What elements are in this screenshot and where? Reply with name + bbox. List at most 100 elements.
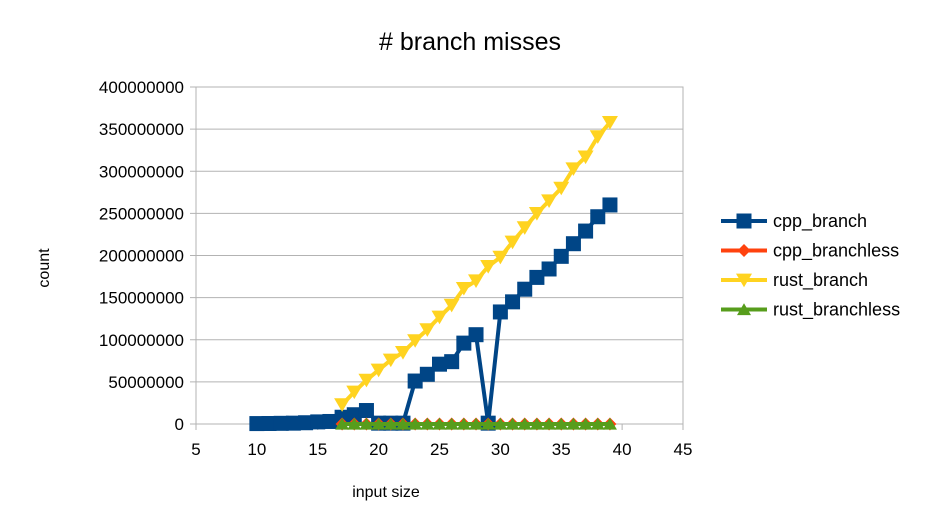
data-point — [395, 417, 410, 430]
y-tick-label: 350000000 — [99, 120, 184, 139]
data-point — [273, 415, 289, 431]
data-point — [358, 403, 374, 419]
data-point — [528, 206, 545, 221]
grid — [195, 86, 684, 425]
data-point — [505, 294, 521, 310]
data-point — [553, 181, 570, 196]
y-axis-label: count — [36, 248, 53, 288]
data-point — [566, 417, 581, 430]
data-point — [261, 415, 277, 431]
y-tick-label: 150000000 — [99, 289, 184, 308]
data-point — [542, 417, 557, 430]
y-tick-label: 300000000 — [99, 162, 184, 181]
data-point — [578, 417, 593, 430]
data-point — [371, 417, 386, 430]
legend-label: rust_branchless — [773, 300, 900, 321]
data-point — [602, 197, 618, 213]
data-point — [358, 373, 375, 388]
data-point — [310, 414, 326, 430]
data-point — [298, 415, 314, 431]
data-point — [347, 417, 362, 430]
data-point — [456, 335, 472, 351]
data-point — [249, 416, 265, 432]
data-point — [468, 327, 484, 343]
data-point — [590, 417, 605, 430]
series-rust-branch — [334, 115, 618, 412]
data-point — [407, 373, 423, 389]
plot-area — [249, 115, 618, 432]
y-tick-label: 400000000 — [99, 78, 184, 97]
chart-title: # branch misses — [379, 28, 561, 56]
data-point — [432, 356, 447, 372]
legend-item: cpp_branch — [721, 211, 867, 232]
legend-item: rust_branchless — [721, 300, 900, 321]
y-tick-label: 100000000 — [99, 331, 184, 350]
data-point — [469, 417, 484, 430]
x-tick-label: 30 — [491, 440, 510, 459]
data-point — [492, 250, 509, 265]
x-tick-label: 35 — [552, 440, 571, 459]
data-point — [541, 194, 558, 208]
data-point — [444, 354, 460, 370]
data-point — [529, 269, 545, 285]
data-point — [407, 334, 424, 348]
data-point — [480, 260, 497, 274]
data-point — [408, 417, 423, 430]
data-point — [432, 417, 447, 430]
data-point — [493, 417, 508, 430]
data-point — [492, 304, 508, 320]
series-rust-branchless — [335, 417, 617, 430]
data-point — [455, 281, 472, 296]
data-point — [565, 236, 581, 252]
data-point — [601, 115, 618, 130]
data-point — [554, 417, 569, 430]
data-point — [346, 407, 362, 423]
legend-marker — [736, 273, 752, 288]
legend-label: rust_branch — [773, 270, 868, 291]
x-tick-label: 10 — [247, 440, 266, 459]
data-point — [431, 310, 448, 325]
x-tick-label: 15 — [308, 440, 327, 459]
data-point — [359, 417, 374, 430]
y-tick-label: 200000000 — [99, 247, 184, 266]
data-point — [541, 261, 557, 277]
data-point — [285, 415, 301, 431]
data-point — [504, 235, 521, 250]
x-tick-label: 20 — [369, 440, 388, 459]
y-tick-label: 50000000 — [108, 373, 184, 392]
x-tick-label: 25 — [430, 440, 449, 459]
data-point — [334, 398, 351, 412]
data-point — [529, 417, 544, 430]
legend-item: cpp_branchless — [721, 241, 899, 262]
data-point — [577, 150, 594, 165]
x-tick-label: 45 — [674, 440, 693, 459]
legend: cpp_branch cpp_branchless rust_branch rust_… — [721, 211, 900, 321]
data-point — [565, 162, 582, 176]
x-axis-label: input size — [352, 484, 420, 501]
x-tick-label: 5 — [191, 440, 200, 459]
data-point — [468, 274, 485, 288]
data-point — [516, 221, 533, 235]
legend-marker — [737, 244, 751, 257]
x-axis-ticks: 5 10 15 20 25 30 35 40 45 — [191, 424, 692, 459]
data-point — [456, 417, 471, 430]
legend-item: rust_branch — [721, 270, 868, 291]
data-point — [578, 223, 594, 239]
data-point — [346, 385, 363, 400]
legend-label: cpp_branchless — [773, 241, 899, 262]
data-point — [334, 409, 350, 425]
y-tick-label: 0 — [175, 415, 184, 434]
data-point — [420, 417, 435, 430]
series-cpp-branch — [249, 197, 618, 432]
data-point — [444, 417, 459, 430]
series-line — [256, 203, 612, 426]
data-point — [517, 281, 533, 297]
data-point — [335, 417, 350, 430]
data-point — [370, 363, 387, 378]
data-point — [394, 345, 411, 360]
data-point — [602, 417, 617, 430]
legend-marker — [736, 213, 752, 229]
data-point — [481, 417, 496, 430]
data-point — [590, 209, 606, 225]
